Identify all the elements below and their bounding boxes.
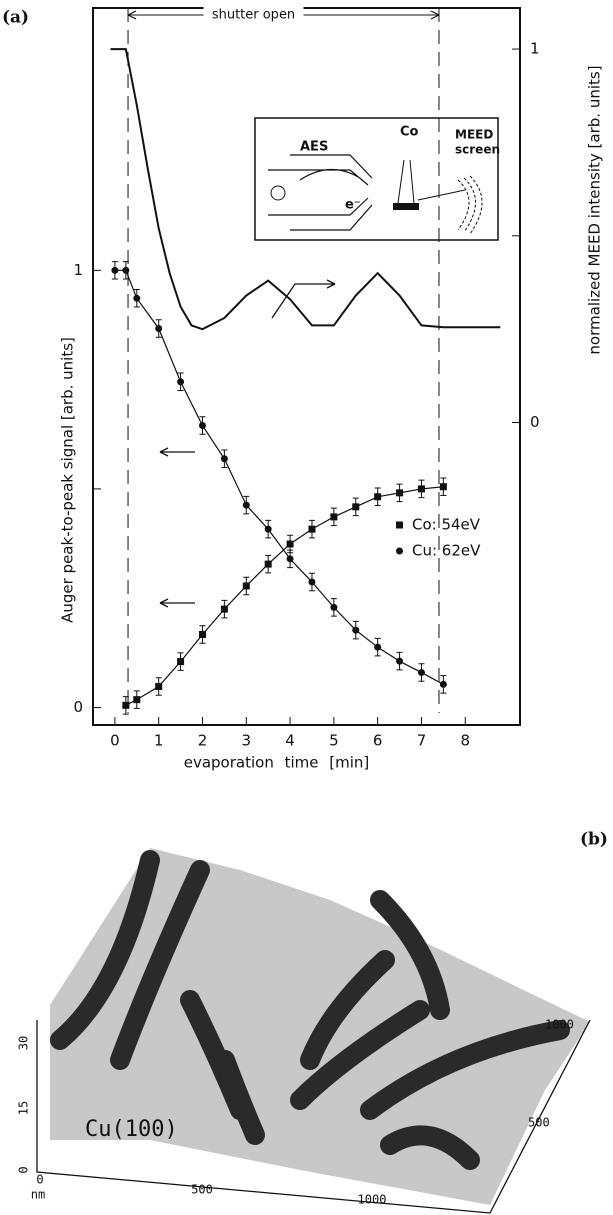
y2-tick-label: 0 — [530, 413, 540, 431]
marker — [155, 683, 163, 691]
y-axis-label: Auger peak-to-peak signal [arb. units] — [59, 337, 77, 623]
x-tick-label: 8 — [460, 732, 470, 750]
inset-label: AES — [300, 140, 328, 155]
marker — [286, 555, 294, 563]
y-tick-label: 1000 — [545, 1018, 574, 1032]
marker — [122, 266, 130, 274]
x-tick-label: 5 — [329, 732, 339, 750]
inset: AES Co MEED screen e⁻ — [254, 117, 500, 241]
sample — [393, 203, 419, 210]
series-line — [125, 486, 444, 706]
marker — [417, 485, 425, 493]
y2-tick-label: 1 — [530, 40, 540, 58]
y-tick-label: 0 — [73, 698, 83, 716]
x-tick-label: 6 — [373, 732, 383, 750]
panel-b: (b) Cu(100) 30 15 0 0 nm 500 1000 1000 5… — [17, 830, 608, 1214]
marker — [220, 455, 228, 463]
y2-axis-label: normalized MEED intensity [arb. units] — [586, 65, 604, 354]
x-axis-label: evaporation time [min] — [184, 754, 370, 772]
step-bunches — [50, 850, 570, 1170]
screen-arcs — [457, 175, 483, 235]
marker — [374, 493, 382, 501]
y-tick-label: 1 — [73, 261, 83, 279]
sample-label: Cu(100) — [85, 1117, 178, 1142]
marker — [330, 603, 338, 611]
x-tick-label: 3 — [242, 732, 252, 750]
series-line — [114, 269, 444, 685]
inset-label: Co — [400, 125, 419, 140]
x-tick-label: 1000 — [358, 1193, 387, 1207]
z-tick-label: 0 — [17, 1166, 31, 1173]
marker — [352, 626, 360, 634]
x-tick-label: 0 — [110, 732, 120, 750]
marker — [198, 631, 206, 639]
plot-frame — [92, 7, 521, 726]
x-tick-label: 500 — [191, 1183, 213, 1197]
beam — [397, 159, 466, 204]
inset-frame — [254, 117, 499, 241]
marker — [330, 513, 338, 521]
arrows — [159, 279, 336, 608]
marker — [396, 489, 404, 497]
shutter-label: shutter open — [212, 8, 295, 23]
x-tick-label: 4 — [285, 732, 295, 750]
panel-label: (a) — [2, 8, 29, 28]
marker — [286, 540, 294, 548]
x-tick-label: 2 — [198, 732, 208, 750]
marker — [396, 657, 404, 665]
axes-3d — [36, 1019, 591, 1214]
inset-label: MEED — [455, 128, 493, 142]
marker — [155, 324, 163, 332]
series-line — [110, 48, 501, 331]
panel-label: (b) — [580, 830, 608, 850]
marker — [439, 680, 447, 688]
marker — [133, 696, 141, 704]
x-tick-label: 1 — [154, 732, 164, 750]
gun — [270, 185, 286, 201]
marker — [439, 483, 447, 491]
unit-label: nm — [31, 1188, 45, 1202]
inset-label: e⁻ — [345, 198, 361, 213]
legend-marker — [396, 521, 403, 529]
legend-label: Cu: 62eV — [412, 542, 481, 560]
z-tick-label: 15 — [17, 1101, 31, 1115]
marker — [177, 378, 185, 386]
marker — [198, 422, 206, 430]
marker — [308, 525, 316, 533]
marker — [220, 605, 228, 613]
marker — [352, 503, 360, 511]
marker — [133, 294, 141, 302]
marker — [374, 643, 382, 651]
analyzer — [268, 154, 373, 231]
label-bg — [203, 6, 304, 24]
marker — [264, 525, 272, 533]
legend-label: Co: 54eV — [412, 516, 481, 534]
marker — [122, 701, 130, 709]
x-tick-label: 7 — [417, 732, 427, 750]
panel-a: (a) AES Co MEED screen e⁻ 0 1 2 3 4 5 6 7 8 0 1 0 1 e… — [2, 6, 604, 772]
marker — [308, 578, 316, 586]
marker — [242, 501, 250, 509]
legend-marker — [396, 547, 403, 555]
marker — [111, 266, 119, 274]
marker — [264, 560, 272, 568]
marker — [177, 658, 185, 666]
x-tick-label: 0 — [36, 1173, 43, 1187]
marker — [242, 582, 250, 590]
z-tick-label: 30 — [17, 1036, 31, 1050]
inset-label: screen — [455, 143, 500, 157]
y-tick-label: 500 — [528, 1116, 550, 1130]
marker — [417, 669, 425, 677]
